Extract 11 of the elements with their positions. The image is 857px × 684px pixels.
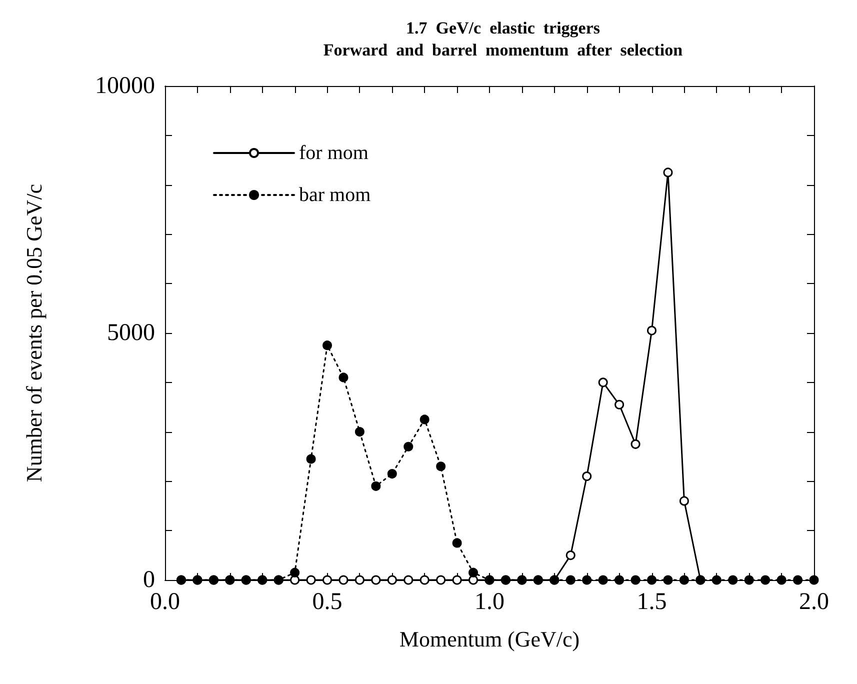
y-axis-title: Number of events per 0.05 GeV/c bbox=[22, 184, 46, 482]
y-tick-label: 5000 bbox=[107, 320, 155, 346]
legend-label: for mom bbox=[299, 142, 369, 164]
x-tick-label: 1.5 bbox=[636, 589, 667, 615]
chart-title: 1.7 GeV/c elastic triggers Forward and barrel momentum after selection bbox=[323, 18, 684, 60]
x-axis-title: Momentum (GeV/c) bbox=[399, 626, 580, 652]
legend-label: bar mom bbox=[299, 184, 372, 206]
x-tick-label: 0.5 bbox=[312, 589, 342, 615]
y-tick-label: 10000 bbox=[95, 73, 155, 99]
x-tick-label: 2.0 bbox=[799, 589, 829, 615]
x-tick-label: 1.0 bbox=[474, 589, 504, 615]
